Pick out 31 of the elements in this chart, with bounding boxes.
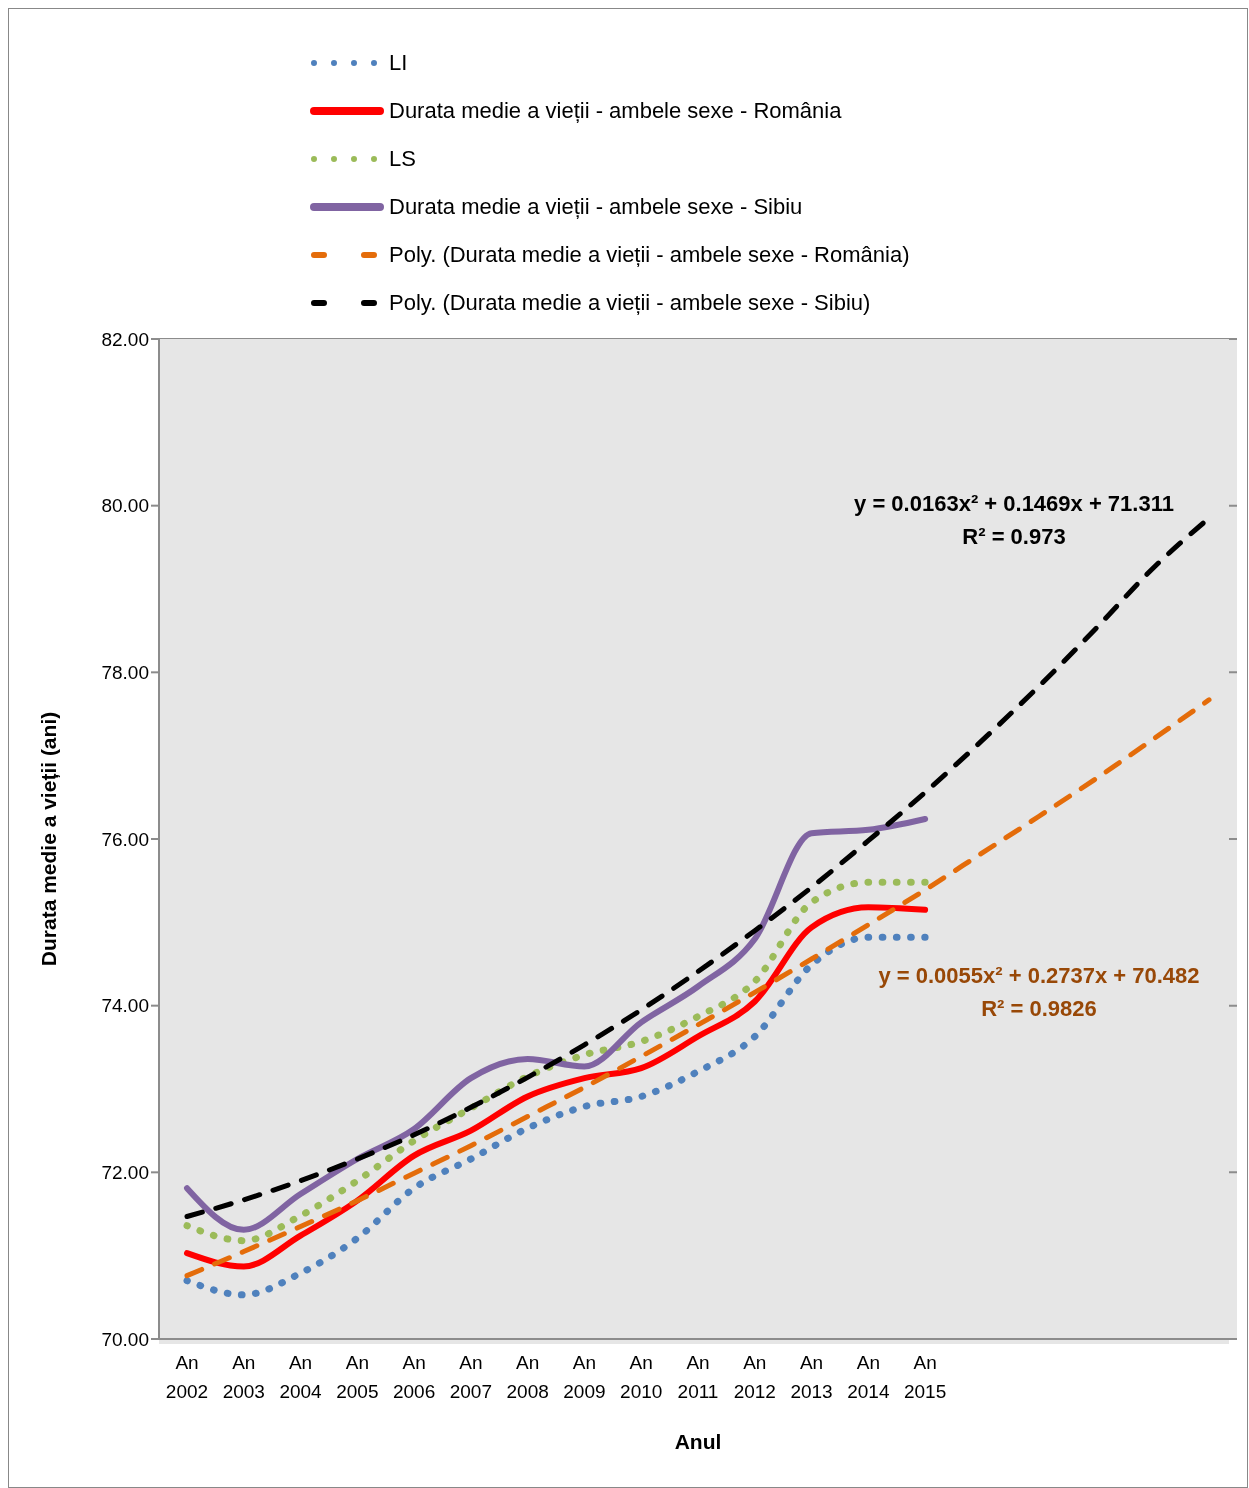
annotation: y = 0.0055x² + 0.2737x + 70.482 R² = 0.9826	[877, 962, 1201, 1023]
annotation: y = 0.0163x² + 0.1469x + 71.311 R² = 0.973	[853, 490, 1175, 551]
y-tick-label: 78.00	[101, 662, 149, 684]
x-tick-label: An 2012	[733, 1352, 776, 1402]
x-tick-label: An 2015	[903, 1352, 947, 1402]
x-tick-label: An 2006	[392, 1352, 436, 1402]
x-axis-title: Anul	[674, 1430, 722, 1453]
y-tick-label: 72.00	[101, 1162, 149, 1184]
legend-label: Durata medie a vieții - ambele sexe - Sibiu	[389, 194, 803, 220]
x-tick-label: An 2009	[563, 1352, 606, 1402]
y-tick-label: 74.00	[101, 995, 149, 1017]
x-tick-label: An 2003	[222, 1352, 265, 1402]
x-tick-label: An 2014	[847, 1352, 890, 1402]
y-tick-label: 70.00	[101, 1328, 149, 1350]
x-tick-label: An 2013	[790, 1352, 833, 1402]
legend-label: LI	[389, 50, 408, 76]
x-tick-label: An 2010	[620, 1352, 663, 1402]
x-tick-label: An 2004	[279, 1352, 323, 1402]
legend-label: Poly. (Durata medie a vieții - ambele sexe - România)	[389, 242, 910, 268]
legend-label: LS	[389, 146, 416, 172]
x-tick-label: An 2002	[165, 1352, 209, 1402]
x-tick-label: An 2007	[449, 1352, 493, 1402]
x-tick-label: An 2005	[336, 1352, 379, 1402]
x-tick-label: An 2008	[506, 1352, 549, 1402]
y-tick-label: 80.00	[101, 495, 149, 517]
y-axis-title: Durata medie a vieții (ani)	[37, 711, 61, 967]
x-tick-label: An 2011	[677, 1352, 719, 1402]
legend-label: Poly. (Durata medie a vieții - ambele sexe - Sibiu)	[389, 290, 871, 316]
legend-label: Durata medie a vieții - ambele sexe - România	[389, 98, 842, 124]
y-tick-label: 82.00	[101, 328, 149, 350]
y-tick-label: 76.00	[101, 828, 149, 850]
